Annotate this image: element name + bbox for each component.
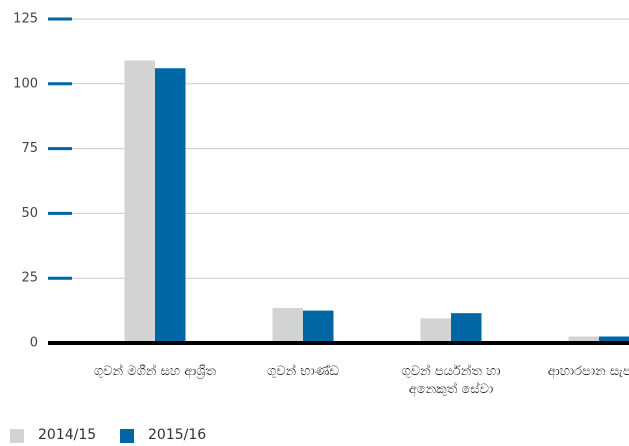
bar [272, 308, 303, 343]
legend-swatch [120, 429, 134, 443]
y-tick-label: 50 [21, 206, 38, 221]
legend-label: 2014/15 [38, 427, 97, 443]
bar [599, 336, 629, 343]
legend-swatch [10, 429, 24, 443]
bar [568, 336, 599, 343]
x-tick-label: ගුවන් භාණ්ඩ [266, 364, 340, 379]
bar [155, 68, 186, 344]
y-tick-label: 25 [21, 271, 38, 286]
y-tick-label: 125 [13, 12, 38, 27]
x-tick-label: ආහාරපාන සැපයුම [547, 364, 629, 379]
y-tick-label: 100 [13, 76, 38, 91]
bar [451, 313, 482, 343]
bar [420, 318, 451, 343]
x-tick-label: ගුවන් මගීන් සහ ආශ්‍රිත [93, 364, 217, 379]
bar [124, 60, 155, 344]
y-tick-label: 0 [30, 336, 38, 351]
x-tick-label: ගුවන් පර්යන්ත හා අනෙකුත් සේවා [401, 364, 501, 397]
bar [303, 310, 334, 343]
legend-label: 2015/16 [148, 427, 207, 443]
y-tick-label: 75 [21, 141, 38, 156]
